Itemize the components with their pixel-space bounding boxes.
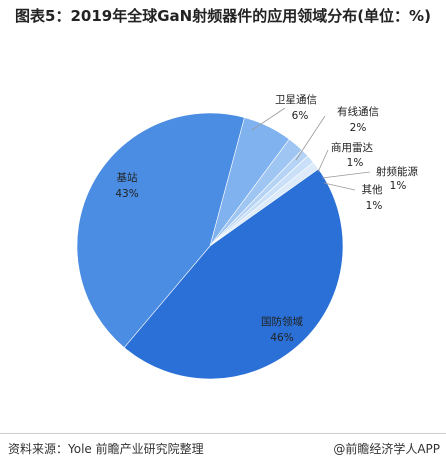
leader-line <box>251 107 286 131</box>
leader-line <box>321 171 371 179</box>
watermark: @前瞻经济学人APP <box>333 442 440 456</box>
value-label: 1% <box>347 157 364 169</box>
value-label: 46% <box>270 332 293 344</box>
slice-label: 有线通信 <box>337 105 379 118</box>
value-label: 1% <box>390 180 407 192</box>
slice-label: 商用雷达 <box>331 141 373 154</box>
value-label: 2% <box>350 122 367 134</box>
leader-line <box>295 115 326 161</box>
value-label: 43% <box>115 188 138 200</box>
pie-slice <box>76 112 245 349</box>
leader-line <box>323 182 356 191</box>
value-label: 6% <box>292 110 309 122</box>
slice-label: 卫星通信 <box>275 94 317 106</box>
leader-line <box>317 149 329 173</box>
slice-label: 国防领域 <box>261 315 303 328</box>
pie-slice <box>123 168 344 380</box>
chart-title: 图表5：2019年全球GaN射频器件的应用领域分布(单位：%) <box>15 7 431 25</box>
divider <box>0 433 446 434</box>
slice-label: 射频能源 <box>376 165 418 178</box>
slice-label: 基站 <box>117 171 138 184</box>
source: 资料来源：Yole 前瞻产业研究院整理 <box>8 442 204 456</box>
slice-label: 其他 <box>362 183 383 196</box>
value-label: 1% <box>366 200 383 212</box>
